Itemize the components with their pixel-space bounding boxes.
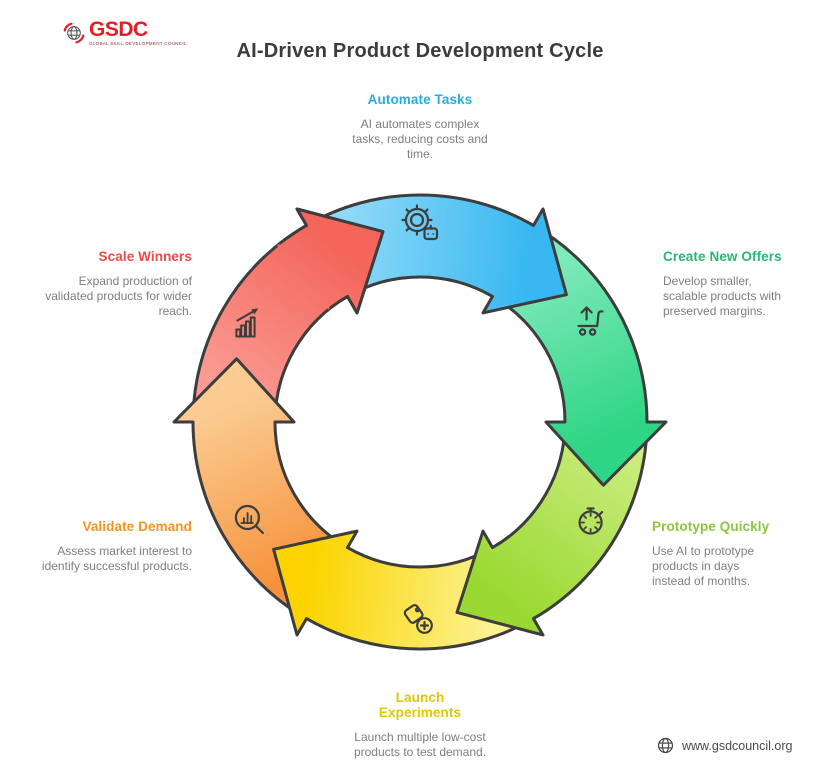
- stopwatch-icon: [578, 507, 604, 535]
- label-create-new-offers: Create New Offers Develop smaller, scala…: [663, 249, 799, 319]
- segment-scale-winners-head-outline: [278, 207, 385, 315]
- segment-heading: Scale Winners: [98, 249, 192, 264]
- segment-automate-tasks: [305, 193, 568, 315]
- logo-name: GSDC: [89, 18, 148, 41]
- segment-scale-winners-head: [277, 209, 383, 313]
- label-validate-demand: Validate Demand Assess market interest t…: [35, 519, 192, 574]
- segment-heading: Automate Tasks: [367, 92, 473, 107]
- page-title: AI-Driven Product Development Cycle: [236, 40, 604, 62]
- magnifier-chart-icon: [234, 504, 264, 535]
- segment-heading: Launch Experiments: [378, 690, 462, 720]
- globe-icon: [657, 737, 674, 754]
- segment-description: AI automates complex tasks, reducing cos…: [352, 117, 488, 161]
- segment-heading: Create New Offers: [663, 249, 782, 264]
- label-prototype-quickly: Prototype Quickly Use AI to prototype pr…: [652, 519, 778, 589]
- label-automate-tasks: Automate Tasks AI automates complex task…: [320, 92, 520, 162]
- segment-heading: Validate Demand: [82, 519, 192, 534]
- growth-chart-icon: [235, 308, 259, 338]
- segment-heading: Prototype Quickly: [652, 519, 770, 534]
- price-tag-icon: [403, 603, 433, 634]
- label-launch-experiments: Launch Experiments Launch multiple low-c…: [340, 690, 500, 760]
- segment-launch-experiments: [272, 529, 535, 651]
- gsdc-logo: GSDC GLOBAL SKILL DEVELOPMENT COUNCIL: [62, 19, 187, 46]
- cycle-icons: [234, 204, 604, 634]
- segment-description: Assess market interest to identify succe…: [41, 544, 192, 573]
- cart-up-icon: [577, 306, 604, 336]
- segment-description: Develop smaller, scalable products with …: [663, 274, 782, 318]
- footer: www.gsdcouncil.org: [657, 737, 792, 754]
- globe-logo-icon: [63, 22, 85, 43]
- segment-description: Use AI to prototype products in days ins…: [652, 544, 755, 588]
- footer-url: www.gsdcouncil.org: [682, 738, 793, 753]
- label-scale-winners: Scale Winners Expand production of valid…: [35, 249, 192, 319]
- logo-tagline: GLOBAL SKILL DEVELOPMENT COUNCIL: [89, 40, 187, 46]
- segment-description: Launch multiple low-cost products to tes…: [353, 730, 487, 759]
- gear-robot-icon: [401, 204, 439, 241]
- cycle-segments: [172, 193, 668, 651]
- segment-description: Expand production of validated products …: [45, 274, 192, 318]
